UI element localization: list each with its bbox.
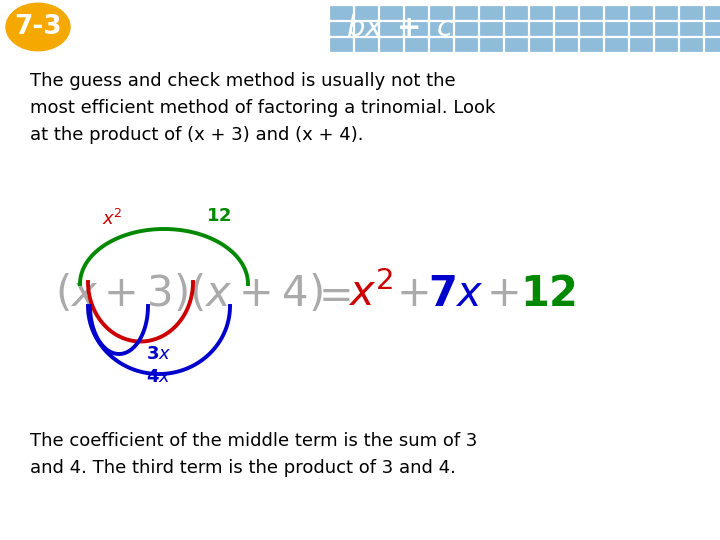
Bar	[355, 38, 377, 51]
Bar	[430, 38, 452, 51]
Bar	[630, 22, 652, 35]
Text: The coefficient of the middle term is the sum of 3
and 4. The third term is the : The coefficient of the middle term is th…	[30, 432, 477, 477]
Text: $\mathit{x}^2$: $\mathit{x}^2$	[102, 209, 123, 229]
Bar	[505, 6, 527, 19]
Text: Copyright © by Holt Mc Dougal. All Rights Reserved.: Copyright © by Holt Mc Dougal. All Right…	[436, 521, 710, 531]
Bar	[505, 22, 527, 35]
Bar	[480, 22, 502, 35]
Bar	[330, 22, 352, 35]
Bar	[655, 38, 677, 51]
Bar	[530, 22, 552, 35]
Text: $\mathbf{12}$: $\mathbf{12}$	[207, 207, 232, 225]
Bar	[355, 22, 377, 35]
Bar	[480, 6, 502, 19]
Text: $\mathit{x}^2$: $\mathit{x}^2$	[348, 273, 393, 315]
Bar	[330, 6, 352, 19]
Bar	[555, 38, 577, 51]
Bar	[430, 6, 452, 19]
Bar	[580, 38, 602, 51]
Bar	[380, 6, 402, 19]
Bar	[480, 38, 502, 51]
Bar	[355, 6, 377, 19]
Text: Factoring  $\mathbf{\mathit{x}}$$\mathbf{^2}$$\mathbf{\ +\ \mathit{bx}\ +\ \math: Factoring $\mathbf{\mathit{x}}$$\mathbf{…	[82, 9, 454, 45]
Bar	[430, 22, 452, 35]
Text: $(\mathit{x}+3)(\mathit{x}+4)$: $(\mathit{x}+3)(\mathit{x}+4)$	[55, 273, 323, 315]
Text: $\mathbf{4\mathit{x}}$: $\mathbf{4\mathit{x}}$	[146, 368, 171, 386]
Bar	[330, 38, 352, 51]
Bar	[580, 22, 602, 35]
Bar	[405, 22, 427, 35]
Bar	[705, 38, 720, 51]
Bar	[455, 38, 477, 51]
Bar	[555, 22, 577, 35]
Bar	[530, 6, 552, 19]
Bar	[405, 6, 427, 19]
Bar	[680, 38, 702, 51]
Text: $\mathbf{12}$: $\mathbf{12}$	[520, 273, 576, 315]
Text: $=$: $=$	[310, 273, 351, 315]
Text: The guess and check method is usually not the
most efficient method of factoring: The guess and check method is usually no…	[30, 72, 495, 144]
Bar	[380, 38, 402, 51]
Ellipse shape	[6, 3, 70, 51]
Bar	[380, 22, 402, 35]
Bar	[705, 22, 720, 35]
Text: $\mathbf{7\mathit{x}}$: $\mathbf{7\mathit{x}}$	[428, 273, 484, 315]
Bar	[605, 38, 627, 51]
Bar	[705, 6, 720, 19]
Bar	[555, 6, 577, 19]
Text: $+$: $+$	[486, 273, 518, 315]
Bar	[630, 38, 652, 51]
Text: 7-3: 7-3	[14, 14, 62, 40]
Bar	[580, 6, 602, 19]
Bar	[630, 6, 652, 19]
Text: Holt Mc.Dougal Algebra 1: Holt Mc.Dougal Algebra 1	[10, 519, 161, 532]
Bar	[505, 38, 527, 51]
Bar	[405, 38, 427, 51]
Bar	[680, 22, 702, 35]
Bar	[455, 22, 477, 35]
Bar	[680, 6, 702, 19]
Text: $+$: $+$	[396, 273, 428, 315]
Bar	[655, 6, 677, 19]
Text: $\mathbf{3\mathit{x}}$: $\mathbf{3\mathit{x}}$	[146, 345, 171, 363]
Bar	[605, 22, 627, 35]
Bar	[655, 22, 677, 35]
Bar	[530, 38, 552, 51]
Bar	[455, 6, 477, 19]
Bar	[605, 6, 627, 19]
